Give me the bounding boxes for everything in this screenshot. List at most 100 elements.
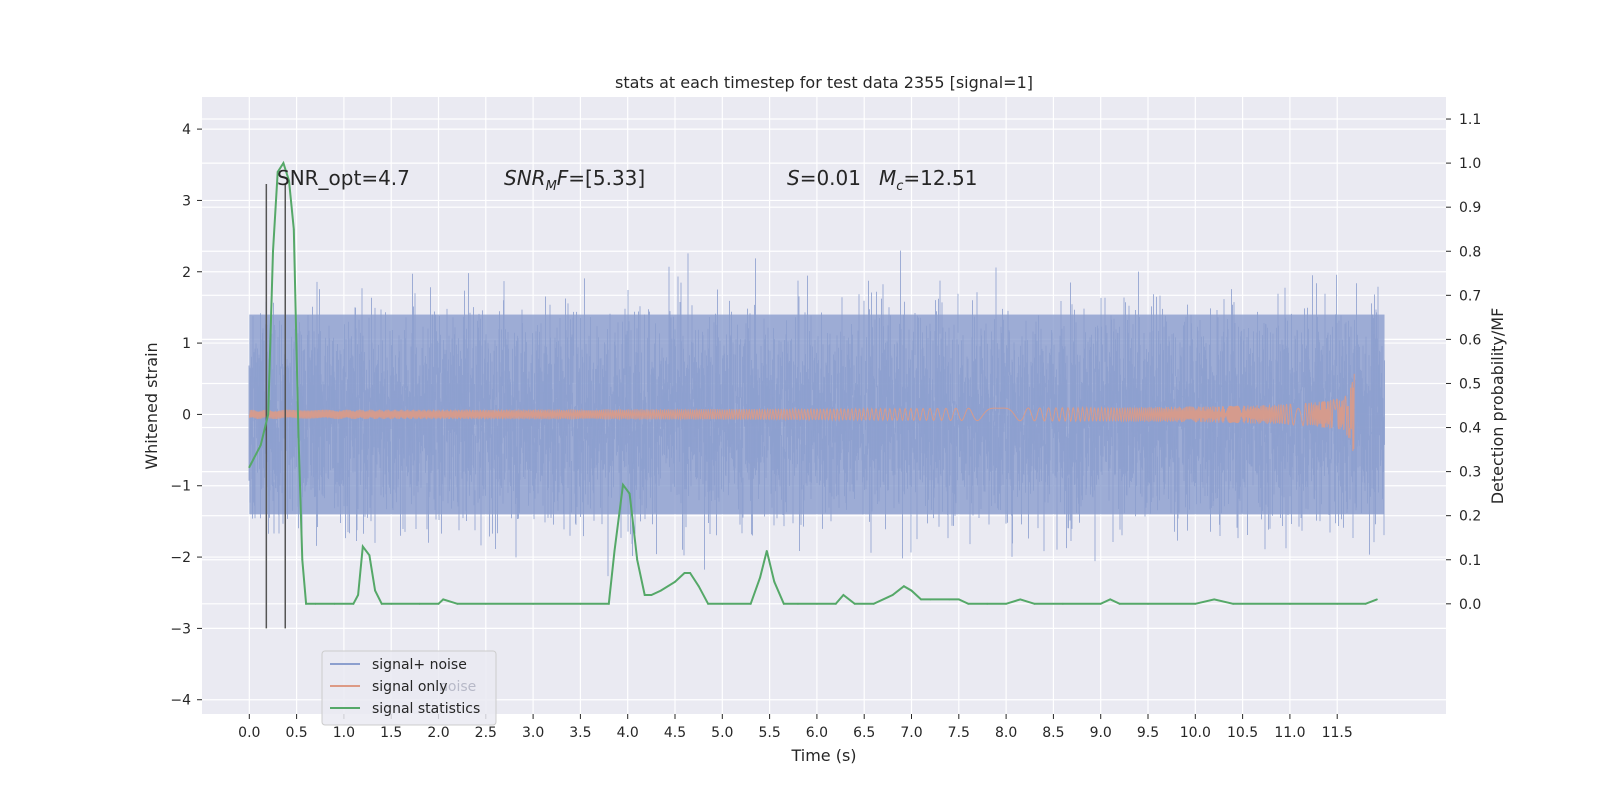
statistics-point — [759, 576, 762, 579]
statistics-point — [910, 589, 913, 592]
statistics-point — [1033, 602, 1036, 605]
y2-tick-label-1p1: 1.1 — [1459, 112, 1481, 128]
statistics-point — [288, 179, 290, 182]
statistics-point — [929, 598, 932, 601]
y2-tick-label-0p8: 0.8 — [1459, 244, 1481, 260]
statistics-point — [957, 598, 960, 601]
y-tick-label--2: −2 — [170, 550, 191, 566]
statistics-point — [765, 550, 768, 552]
y-tick-label--1: −1 — [170, 479, 191, 495]
statistics-point — [1289, 602, 1291, 605]
statistics-point — [1336, 602, 1339, 605]
x-tick-label-0p5: 0.5 — [285, 725, 307, 741]
signal-only-series — [248, 373, 1355, 452]
statistics-point — [622, 483, 624, 486]
x-tick-label-4p5: 4.5 — [664, 725, 686, 741]
y-tick-label-3: 3 — [182, 193, 191, 209]
statistics-point — [1376, 598, 1378, 601]
statistics-point — [749, 602, 752, 605]
statistics-line — [248, 160, 1378, 605]
annotation-snr-mf-sub: M — [546, 179, 557, 194]
statistics-point — [1109, 598, 1112, 601]
statistics-point — [1364, 602, 1367, 605]
y-axis-label: Whitened strain — [142, 342, 161, 469]
statistics-point — [1061, 602, 1064, 605]
x-tick-label-5p5: 5.5 — [758, 725, 780, 741]
annotation-m-symbol: M — [879, 166, 896, 190]
signal-statistics-series — [248, 160, 1378, 605]
statistics-point — [967, 602, 970, 605]
x-tick-label-10: 10.0 — [1180, 725, 1211, 741]
statistics-point — [314, 602, 317, 605]
statistics-point — [636, 558, 639, 561]
statistics-point — [1019, 598, 1022, 601]
statistics-point — [1194, 602, 1197, 605]
statistics-point — [920, 598, 922, 601]
x-tick-label-5: 5.0 — [711, 725, 733, 741]
statistics-point — [297, 435, 300, 438]
statistics-point — [607, 602, 610, 605]
statistics-point — [368, 554, 371, 557]
annotation-m-value: =12.51 — [903, 166, 977, 190]
legend-box — [321, 650, 497, 726]
legend: noise signal+ noise signal only signal s… — [321, 650, 497, 726]
statistics-point — [1005, 602, 1008, 605]
statistics-point — [697, 585, 700, 588]
y2-tick-label-0p7: 0.7 — [1459, 288, 1481, 304]
annotation-s-mc: S=0.01 Mc=12.51 — [787, 166, 977, 194]
statistics-point — [333, 602, 336, 605]
x-tick-label-4: 4.0 — [617, 725, 639, 741]
x-tick-label-6: 6.0 — [806, 725, 828, 741]
statistics-point — [418, 602, 421, 605]
statistics-point — [773, 580, 776, 583]
statistics-point — [267, 413, 270, 416]
statistics-point — [437, 602, 440, 605]
y2-tick-label-0p6: 0.6 — [1459, 332, 1481, 348]
statistics-point — [782, 602, 785, 605]
y2-tick-label-0p9: 0.9 — [1459, 200, 1481, 216]
x-tick-label-10p5: 10.5 — [1227, 725, 1258, 741]
y2-tick-label-0p4: 0.4 — [1459, 421, 1481, 437]
x-tick-label-1: 1.0 — [333, 725, 355, 741]
statistics-point — [689, 572, 692, 574]
y-axis-ticks: 4 3 2 1 0 −1 −2 −3 −4 — [170, 122, 202, 709]
statistics-point — [613, 550, 616, 552]
y-tick-label--4: −4 — [170, 693, 191, 709]
y-tick-label-4: 4 — [182, 122, 191, 138]
legend-ghost-text: noise — [439, 679, 476, 695]
statistics-point — [276, 171, 279, 173]
x-tick-label-8p5: 8.5 — [1042, 725, 1064, 741]
statistics-point — [659, 589, 662, 592]
statistics-point — [628, 492, 631, 495]
x-tick-label-0: 0.0 — [238, 725, 260, 741]
y2-axis-ticks: 1.1 1.0 0.9 0.8 0.7 0.6 0.5 0.4 0.3 0.2 0.1 0.0 — [1446, 112, 1481, 613]
statistics-point — [374, 589, 377, 592]
statistics-point — [816, 602, 818, 605]
legend-label-signal-noise: signal+ noise — [372, 657, 467, 673]
y2-axis-label: Detection probability/MF — [1488, 308, 1507, 505]
statistics-point — [305, 602, 307, 605]
statistics-point — [986, 602, 989, 605]
legend-label-signal-only: signal only — [372, 679, 447, 695]
annotation-snr-mf-value: =[5.33] — [568, 166, 645, 190]
statistics-point — [1099, 602, 1102, 605]
statistics-point — [361, 545, 364, 548]
statistics-point — [643, 594, 646, 596]
y-tick-label--3: −3 — [170, 621, 191, 637]
x-tick-label-1p5: 1.5 — [380, 725, 402, 741]
statistics-point — [842, 594, 845, 596]
statistics-point — [442, 598, 445, 601]
statistics-point — [683, 572, 686, 574]
statistics-point — [484, 602, 487, 605]
annotation-snr-opt: SNR_opt=4.7 — [277, 166, 410, 190]
vertical-markers — [265, 184, 286, 629]
statistics-point — [301, 558, 304, 561]
statistics-point — [390, 602, 393, 605]
annotation-snr-mf: SNRMF=[5.33] — [504, 166, 645, 194]
statistics-point — [650, 594, 653, 596]
x-tick-label-3: 3.0 — [522, 725, 544, 741]
statistics-point — [721, 602, 724, 605]
y2-tick-label-0p5: 0.5 — [1459, 376, 1481, 392]
statistics-point — [1118, 602, 1121, 605]
